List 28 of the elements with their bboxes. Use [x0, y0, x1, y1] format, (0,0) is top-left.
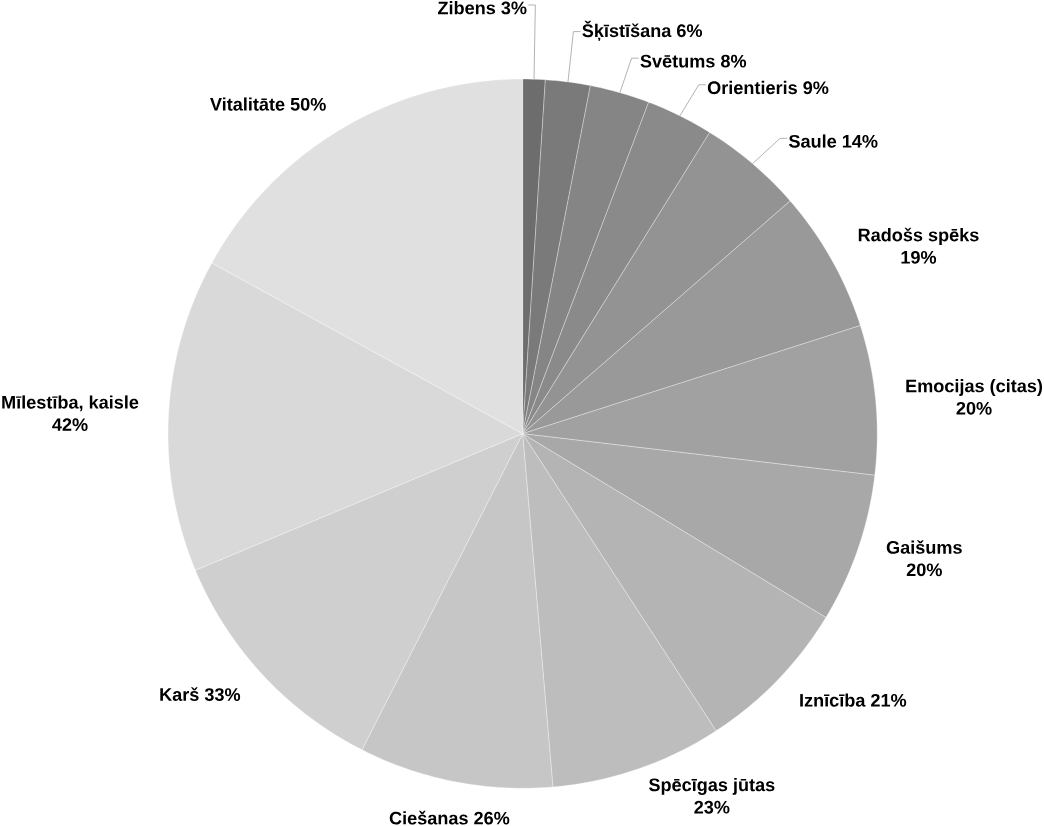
- data-label: 23%: [694, 801, 730, 814]
- data-label: 3%: [501, 1, 527, 15]
- data-label: 14%: [842, 135, 878, 148]
- slice-label: Karš: [160, 687, 199, 702]
- data-label: 50%: [290, 98, 326, 111]
- slice-label: Mīlestība, kaisle: [2, 395, 139, 412]
- slice-label: Gaišums: [886, 540, 962, 555]
- slice-label: Radošs spēks: [858, 227, 979, 246]
- slice-label: Emocijas (citas): [906, 379, 1043, 397]
- slice-label: Saule: [788, 134, 837, 148]
- slice-label: Iznīcība: [800, 693, 866, 707]
- data-label: 6%: [677, 24, 703, 38]
- slice-label: Svētums: [640, 54, 715, 68]
- slice-label: Orientieris: [707, 81, 797, 95]
- data-label: 20%: [906, 563, 942, 577]
- slice-label: Spēcīgas jūtas: [648, 778, 775, 796]
- data-label: 19%: [901, 251, 937, 264]
- slice-label: Zibens: [437, 1, 496, 15]
- data-label: 8%: [720, 54, 747, 68]
- data-label: 9%: [803, 81, 829, 95]
- data-label: 21%: [871, 694, 907, 707]
- slice-label: Šķīstīšana: [582, 20, 672, 42]
- data-label: 42%: [52, 418, 88, 432]
- slice-label: Ciešanas: [389, 811, 468, 825]
- data-label: 33%: [204, 688, 241, 702]
- slice-label: Vitalitāte: [210, 97, 285, 111]
- data-label: 20%: [956, 402, 992, 415]
- data-label: 26%: [474, 811, 510, 825]
